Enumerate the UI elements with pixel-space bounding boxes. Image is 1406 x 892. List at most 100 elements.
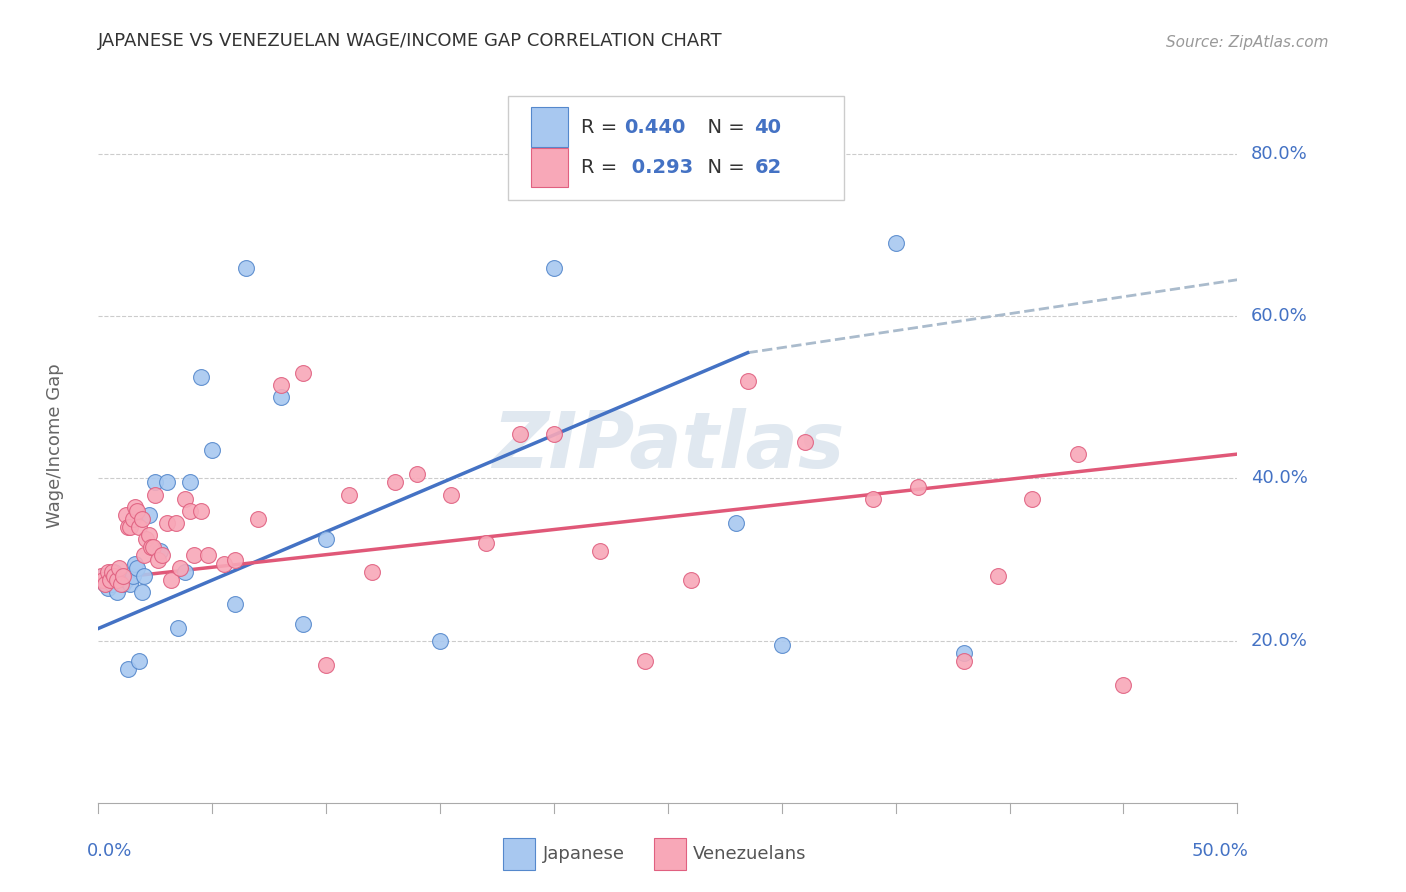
Point <box>156 475 179 490</box>
Point <box>474 536 496 550</box>
Point <box>509 426 531 441</box>
FancyBboxPatch shape <box>509 96 845 200</box>
Text: 0.0%: 0.0% <box>87 842 132 860</box>
Point <box>292 617 315 632</box>
Point <box>117 662 139 676</box>
Point <box>634 654 657 668</box>
Text: 40: 40 <box>755 118 782 136</box>
Point <box>120 577 142 591</box>
Point <box>384 475 406 490</box>
Text: Japanese: Japanese <box>543 846 624 863</box>
Point <box>124 557 146 571</box>
Point <box>94 577 117 591</box>
Point <box>127 560 149 574</box>
Point <box>862 491 884 506</box>
Point <box>156 516 179 530</box>
Point <box>884 236 907 251</box>
Point <box>105 573 128 587</box>
Text: 20.0%: 20.0% <box>1251 632 1308 649</box>
Point <box>315 533 337 547</box>
Point <box>406 467 429 482</box>
Point <box>103 568 125 582</box>
Point <box>96 581 118 595</box>
Point <box>121 568 143 582</box>
Point <box>127 504 149 518</box>
Point <box>224 552 246 566</box>
Point <box>145 475 167 490</box>
Point <box>270 390 292 404</box>
Point <box>190 504 212 518</box>
Point <box>270 378 292 392</box>
Point <box>543 426 565 441</box>
Point <box>101 565 124 579</box>
Point <box>135 533 157 547</box>
Text: JAPANESE VS VENEZUELAN WAGE/INCOME GAP CORRELATION CHART: JAPANESE VS VENEZUELAN WAGE/INCOME GAP C… <box>98 32 723 50</box>
Point <box>190 370 212 384</box>
Point <box>679 573 702 587</box>
Point <box>128 654 150 668</box>
Point <box>337 488 360 502</box>
Point <box>101 577 124 591</box>
Point <box>108 560 131 574</box>
Text: 80.0%: 80.0% <box>1251 145 1308 163</box>
Point <box>103 565 125 579</box>
Bar <box>503 838 534 870</box>
Point <box>138 508 160 522</box>
Point <box>201 443 224 458</box>
Point <box>120 520 142 534</box>
Point <box>108 573 131 587</box>
Point <box>98 573 121 587</box>
Point <box>770 638 793 652</box>
Point <box>112 577 135 591</box>
Text: R =: R = <box>581 158 624 178</box>
Point <box>149 544 172 558</box>
Point <box>429 633 451 648</box>
Text: R =: R = <box>581 118 624 136</box>
Point <box>91 573 114 587</box>
Text: 50.0%: 50.0% <box>1192 842 1249 860</box>
Point <box>543 260 565 275</box>
Point <box>132 568 155 582</box>
Point <box>179 504 201 518</box>
Point <box>121 512 143 526</box>
Text: 62: 62 <box>755 158 782 178</box>
Text: Wage/Income Gap: Wage/Income Gap <box>46 364 65 528</box>
Point <box>105 585 128 599</box>
Point <box>169 560 191 574</box>
Point <box>112 568 135 582</box>
Text: ZIPatlas: ZIPatlas <box>492 408 844 484</box>
Point <box>91 568 114 582</box>
Point <box>440 488 463 502</box>
Point <box>167 622 190 636</box>
Point <box>131 512 153 526</box>
Point <box>179 475 201 490</box>
Point <box>98 573 121 587</box>
Point <box>197 549 219 563</box>
Point <box>953 654 976 668</box>
Point <box>142 541 165 555</box>
Point <box>139 541 162 555</box>
Point <box>138 528 160 542</box>
Point <box>987 568 1010 582</box>
Point <box>145 488 167 502</box>
Point <box>953 646 976 660</box>
Point <box>1112 678 1135 692</box>
Point <box>737 374 759 388</box>
Point <box>160 573 183 587</box>
Point <box>114 573 136 587</box>
Point <box>315 657 337 672</box>
Point <box>292 366 315 380</box>
Point <box>212 557 235 571</box>
Point <box>246 512 269 526</box>
Text: 0.293: 0.293 <box>624 158 693 178</box>
Point <box>360 565 382 579</box>
Point <box>793 434 815 449</box>
Point <box>110 577 132 591</box>
Point <box>183 549 205 563</box>
Bar <box>531 107 568 146</box>
Point <box>725 516 748 530</box>
Point <box>174 491 197 506</box>
Text: N =: N = <box>695 118 751 136</box>
Point <box>235 260 257 275</box>
Point <box>114 508 136 522</box>
